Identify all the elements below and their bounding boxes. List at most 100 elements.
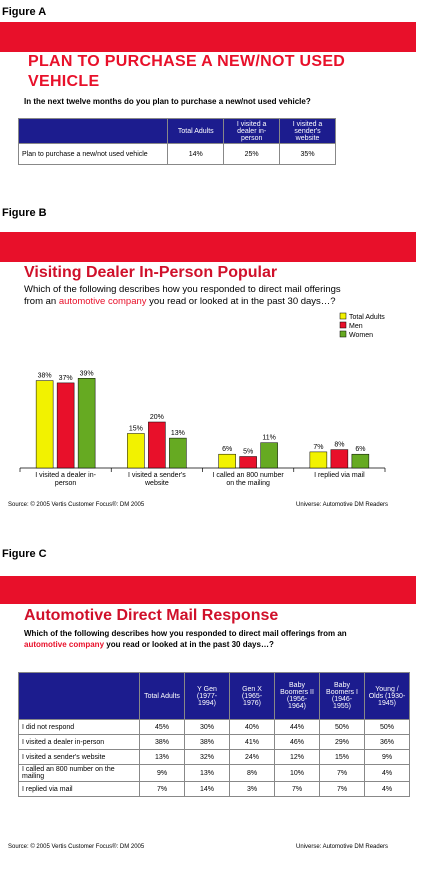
data-label: 20% (150, 414, 164, 421)
row: Plan to purchase a new/not used vehicle 1… (17, 143, 336, 165)
cell: 25% (223, 143, 281, 165)
header-cell: Total Adults (139, 672, 185, 720)
cell: 35% (279, 143, 336, 165)
cell: 10% (274, 764, 320, 782)
data-label: 6% (222, 446, 232, 453)
row: I called an 800 number on the mailing 9% 1… (18, 764, 410, 782)
bar (148, 421, 166, 469)
data-label: 7% (313, 444, 323, 451)
row: I visited a dealer in-person 38% 38% 41% 46%… (18, 734, 410, 750)
header-cell: Baby Boomers II (1956-1964) (274, 672, 320, 720)
title: Visiting Dealer In-Person Popular (24, 264, 278, 281)
table: Total Adults Y Gen (1977-1994) Gen X (1965… (18, 672, 410, 797)
cell: 12% (274, 749, 320, 765)
row-label: I visited a dealer in-person (18, 734, 140, 750)
header-cell (17, 118, 169, 144)
row-label: I called an 800 number on the mailing (18, 764, 140, 782)
cell: 13% (139, 749, 185, 765)
x-tick-label: I called an 800 number on the mailing (212, 472, 284, 487)
universe: Universe: Automotive DM Readers (296, 502, 389, 508)
question-text: you read or looked at in the past 30 day… (104, 640, 274, 649)
cell: 32% (184, 749, 230, 765)
cell: 14% (184, 781, 230, 797)
header-cell: Baby Boomers I (1946-1955) (319, 672, 365, 720)
red-band (0, 22, 416, 52)
data-label: 37% (59, 375, 73, 382)
cell: 38% (139, 734, 185, 750)
cell: 41% (229, 734, 275, 750)
data-label: 39% (80, 370, 94, 377)
cell: 38% (184, 734, 230, 750)
data-label: 6% (355, 446, 365, 453)
header-row: Total Adults Y Gen (1977-1994) Gen X (1965… (18, 672, 410, 720)
data-label: 11% (262, 435, 276, 442)
chart-svg: Total Adults Men Women 38% 37% 39% 15% 20% 13% 6%… (19, 312, 386, 472)
row: I did not respond 45% 30% 40% 44% 50% 50% (18, 719, 410, 735)
cell: 4% (364, 764, 410, 782)
header-cell: Total Adults (167, 118, 225, 144)
row-label: I replied via mail (18, 781, 140, 797)
x-tick-label: I replied via mail (314, 472, 365, 479)
legend-label: Total Adults (349, 314, 385, 321)
data-label: 8% (334, 442, 344, 449)
cell: 15% (319, 749, 365, 765)
red-band (0, 232, 416, 262)
chart: Total Adults Men Women 38% 37% 39% 15% 20% 13% 6%… (0, 310, 424, 500)
bar (56, 382, 75, 469)
x-tick-label: I visited a sender's website (127, 472, 186, 487)
row-label: I visited a sender's website (18, 749, 140, 765)
bar (260, 442, 278, 469)
bar (239, 456, 257, 469)
cell: 30% (184, 719, 230, 735)
bar (218, 453, 236, 469)
row: I visited a sender's website 13% 32% 24% 12%… (18, 749, 410, 765)
cell: 13% (184, 764, 230, 782)
x-tick-label: I visited a dealer in-person (35, 472, 96, 487)
bar (35, 380, 54, 469)
cell: 45% (139, 719, 185, 735)
header-cell: I visited a dealer in-person (223, 118, 281, 144)
header-cell: Young / Olds (1930-1945) (364, 672, 410, 720)
bar (330, 449, 349, 469)
cell: 9% (364, 749, 410, 765)
cell: 7% (319, 781, 365, 797)
cell: 8% (229, 764, 275, 782)
question-text: you read or looked at in the past 30 day… (146, 296, 336, 307)
cell: 7% (274, 781, 320, 797)
cell: 36% (364, 734, 410, 750)
header-row: Total Adults I visited a dealer in-person… (17, 118, 336, 144)
data-label: 15% (129, 426, 143, 433)
question: Which of the following describes how you… (24, 628, 364, 650)
data-label: 38% (38, 373, 52, 380)
cell: 29% (319, 734, 365, 750)
source: Source: © 2005 Vertis Customer Focus®: D… (8, 844, 145, 850)
universe: Universe: Automotive DM Readers (296, 844, 389, 850)
bar (309, 451, 328, 469)
legend-swatch (339, 312, 347, 320)
data-label: 5% (243, 449, 253, 456)
bar (169, 437, 187, 469)
title: Automotive Direct Mail Response (24, 607, 279, 624)
cell: 40% (229, 719, 275, 735)
cell: 7% (319, 764, 365, 782)
header-cell: Y Gen (1977-1994) (184, 672, 230, 720)
cell: 24% (229, 749, 275, 765)
bar (127, 433, 145, 469)
red-band (0, 576, 416, 604)
question-text: Which of the following describes how you… (24, 284, 341, 307)
cell: 3% (229, 781, 275, 797)
cell: 14% (167, 143, 225, 165)
bar (77, 378, 96, 469)
legend-swatch (339, 321, 347, 329)
legend-label: Men (349, 323, 363, 330)
figure-label: Figure C (2, 548, 47, 560)
header-cell: Gen X (1965-1976) (229, 672, 275, 720)
row-label: Plan to purchase a new/not used vehicle (17, 143, 169, 165)
legend-swatch (339, 330, 347, 338)
question-highlight: automotive company (24, 640, 105, 649)
cell: 44% (274, 719, 320, 735)
source: Source: © 2005 Vertis Customer Focus®: D… (8, 502, 145, 508)
data-label: 13% (171, 430, 185, 437)
cell: 50% (319, 719, 365, 735)
